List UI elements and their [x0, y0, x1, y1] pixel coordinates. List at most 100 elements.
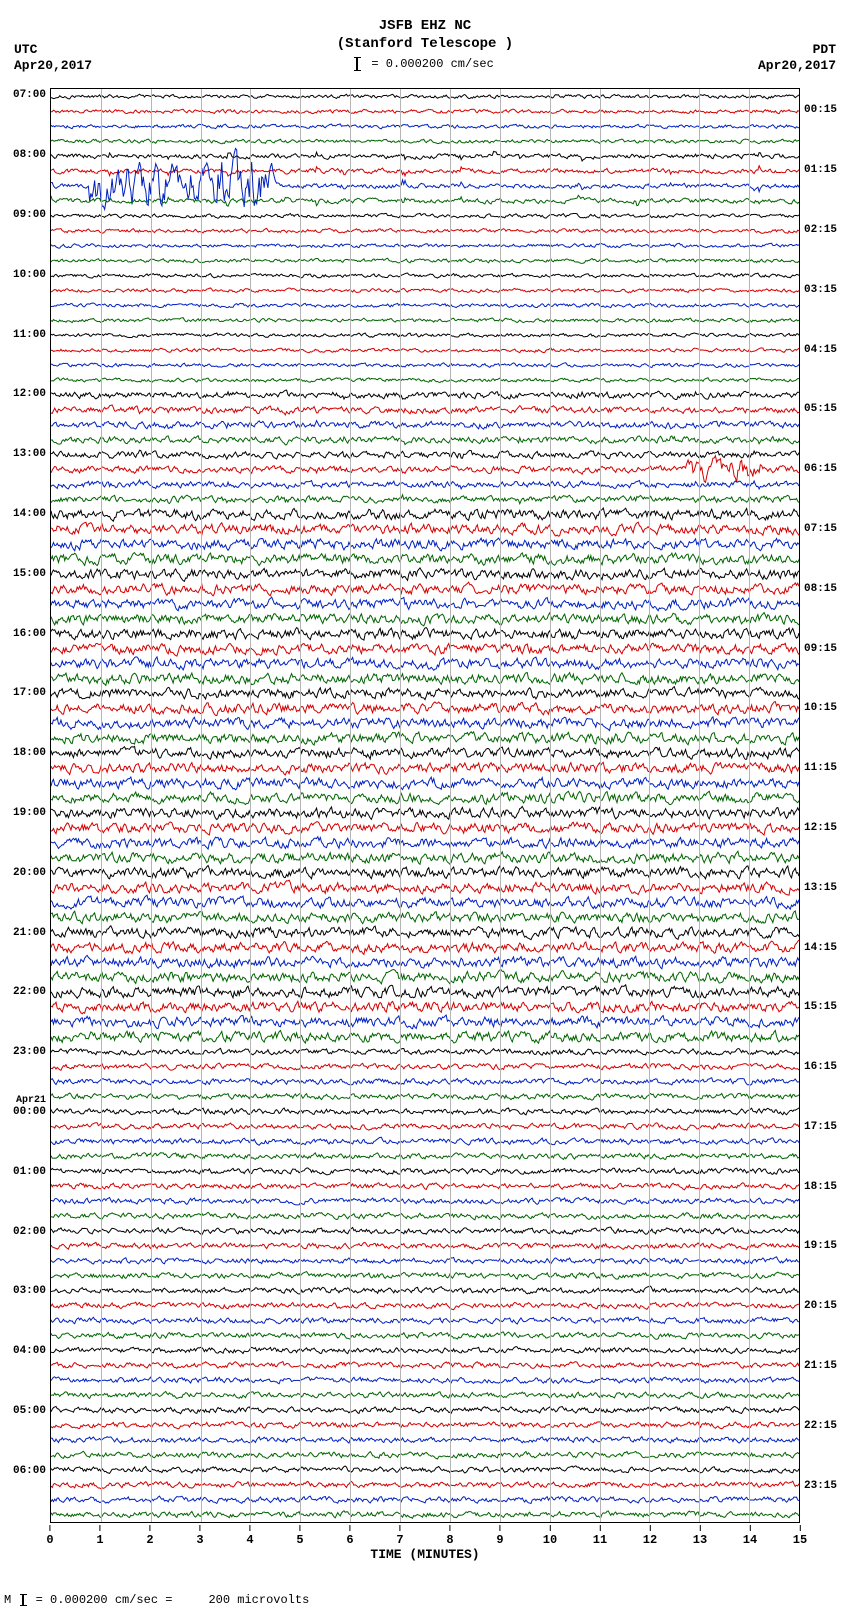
x-tick: 6: [346, 1525, 353, 1547]
seismic-trace: [51, 1317, 799, 1324]
time-label: 09:15: [804, 644, 837, 655]
seismic-trace: [51, 1451, 799, 1459]
x-tick: 9: [496, 1525, 503, 1547]
time-label: 03:00: [13, 1286, 46, 1297]
seismic-trace: [51, 657, 799, 670]
seismogram-plot: [50, 88, 800, 1523]
seismic-trace: [51, 1212, 799, 1219]
seismic-trace: [51, 1183, 799, 1190]
seismic-trace: [51, 791, 799, 804]
seismic-trace: [51, 522, 799, 536]
left-tz-label: UTC: [14, 42, 92, 58]
seismic-trace: [51, 1377, 799, 1384]
seismic-trace: [51, 243, 799, 248]
seismic-trace: [51, 213, 799, 218]
seismic-trace: [51, 1347, 799, 1354]
seismic-trace: [51, 1063, 799, 1070]
chart-header: JSFB EHZ NC (Stanford Telescope ): [0, 0, 850, 53]
station-title: JSFB EHZ NC: [0, 18, 850, 36]
seismic-trace: [51, 643, 799, 656]
seismic-trace: [51, 970, 799, 984]
seismic-trace: [51, 228, 799, 233]
seismic-trace: [51, 851, 799, 864]
left-date: Apr20,2017: [14, 58, 92, 74]
scale-bar-icon: [356, 57, 358, 71]
x-tick: 14: [743, 1525, 757, 1547]
seismic-trace: [51, 985, 799, 999]
time-label: 13:15: [804, 883, 837, 894]
time-label: 20:00: [13, 868, 46, 879]
footer-scale-bar-icon: [22, 1594, 24, 1606]
seismic-trace: [51, 1392, 799, 1399]
seismic-trace: [51, 436, 799, 445]
seismic-trace: [51, 1511, 799, 1518]
seismic-trace: [51, 508, 799, 521]
gridline: [600, 89, 601, 1522]
time-label: 14:00: [13, 509, 46, 520]
seismic-trace: [51, 1108, 799, 1115]
seismic-trace: [51, 702, 799, 716]
seismic-trace: [51, 1153, 799, 1160]
seismic-trace: [51, 777, 799, 790]
time-label: 05:00: [13, 1406, 46, 1417]
seismic-trace: [51, 1001, 799, 1013]
seismic-trace: [51, 405, 799, 415]
time-label: 11:00: [13, 330, 46, 341]
seismic-trace: [51, 378, 799, 383]
time-label: 22:00: [13, 987, 46, 998]
x-tick: 5: [296, 1525, 303, 1547]
seismic-trace: [51, 628, 799, 641]
seismic-trace: [51, 880, 799, 895]
time-label: 21:00: [13, 928, 46, 939]
scale-bar-label: = 0.000200 cm/sec: [371, 57, 493, 71]
seismic-trace: [51, 1421, 799, 1429]
header-scale-bar: = 0.000200 cm/sec: [0, 57, 850, 71]
seismic-trace: [51, 911, 799, 924]
time-label: 19:15: [804, 1241, 837, 1252]
seismic-trace: [51, 94, 799, 99]
time-label: 06:15: [804, 464, 837, 475]
time-label: 17:00: [13, 688, 46, 699]
gridline: [749, 89, 750, 1522]
gridline: [101, 89, 102, 1522]
seismic-trace: [51, 421, 799, 429]
seismic-trace: [51, 717, 799, 731]
time-label: 15:15: [804, 1002, 837, 1013]
time-label: 09:00: [13, 210, 46, 221]
seismic-trace: [51, 926, 799, 940]
seismic-trace: [51, 495, 799, 504]
seismic-trace: [51, 1302, 799, 1310]
seismic-trace: [51, 1272, 799, 1280]
seismic-trace: [51, 333, 799, 338]
x-tick: 10: [543, 1525, 557, 1547]
seismic-trace: [51, 673, 799, 686]
seismic-trace: [51, 1123, 799, 1130]
seismic-trace: [51, 363, 799, 368]
time-label: 02:15: [804, 225, 837, 236]
seismic-trace: [51, 746, 799, 759]
time-label: 13:00: [13, 449, 46, 460]
time-label: 01:15: [804, 165, 837, 176]
time-label: 11:15: [804, 763, 837, 774]
x-tick: 13: [693, 1525, 707, 1547]
time-label: 18:15: [804, 1182, 837, 1193]
seismic-trace: [51, 1437, 799, 1443]
seismic-trace: [51, 1466, 799, 1474]
time-label: 12:00: [13, 389, 46, 400]
time-label: 04:00: [13, 1346, 46, 1357]
x-tick: 1: [96, 1525, 103, 1547]
time-label: 19:00: [13, 808, 46, 819]
seismic-trace: [51, 1362, 799, 1369]
seismic-trace: [51, 1137, 799, 1145]
gridline: [400, 89, 401, 1522]
seismic-trace: [51, 837, 799, 849]
seismic-trace: [51, 303, 799, 308]
time-label: 02:00: [13, 1227, 46, 1238]
seismic-trace: [51, 732, 799, 745]
seismic-trace: [51, 538, 799, 551]
seismic-trace: [51, 822, 799, 835]
gridline: [350, 89, 351, 1522]
x-tick: 0: [46, 1525, 53, 1547]
seismic-trace: [51, 1078, 799, 1085]
seismic-trace: [51, 582, 799, 596]
